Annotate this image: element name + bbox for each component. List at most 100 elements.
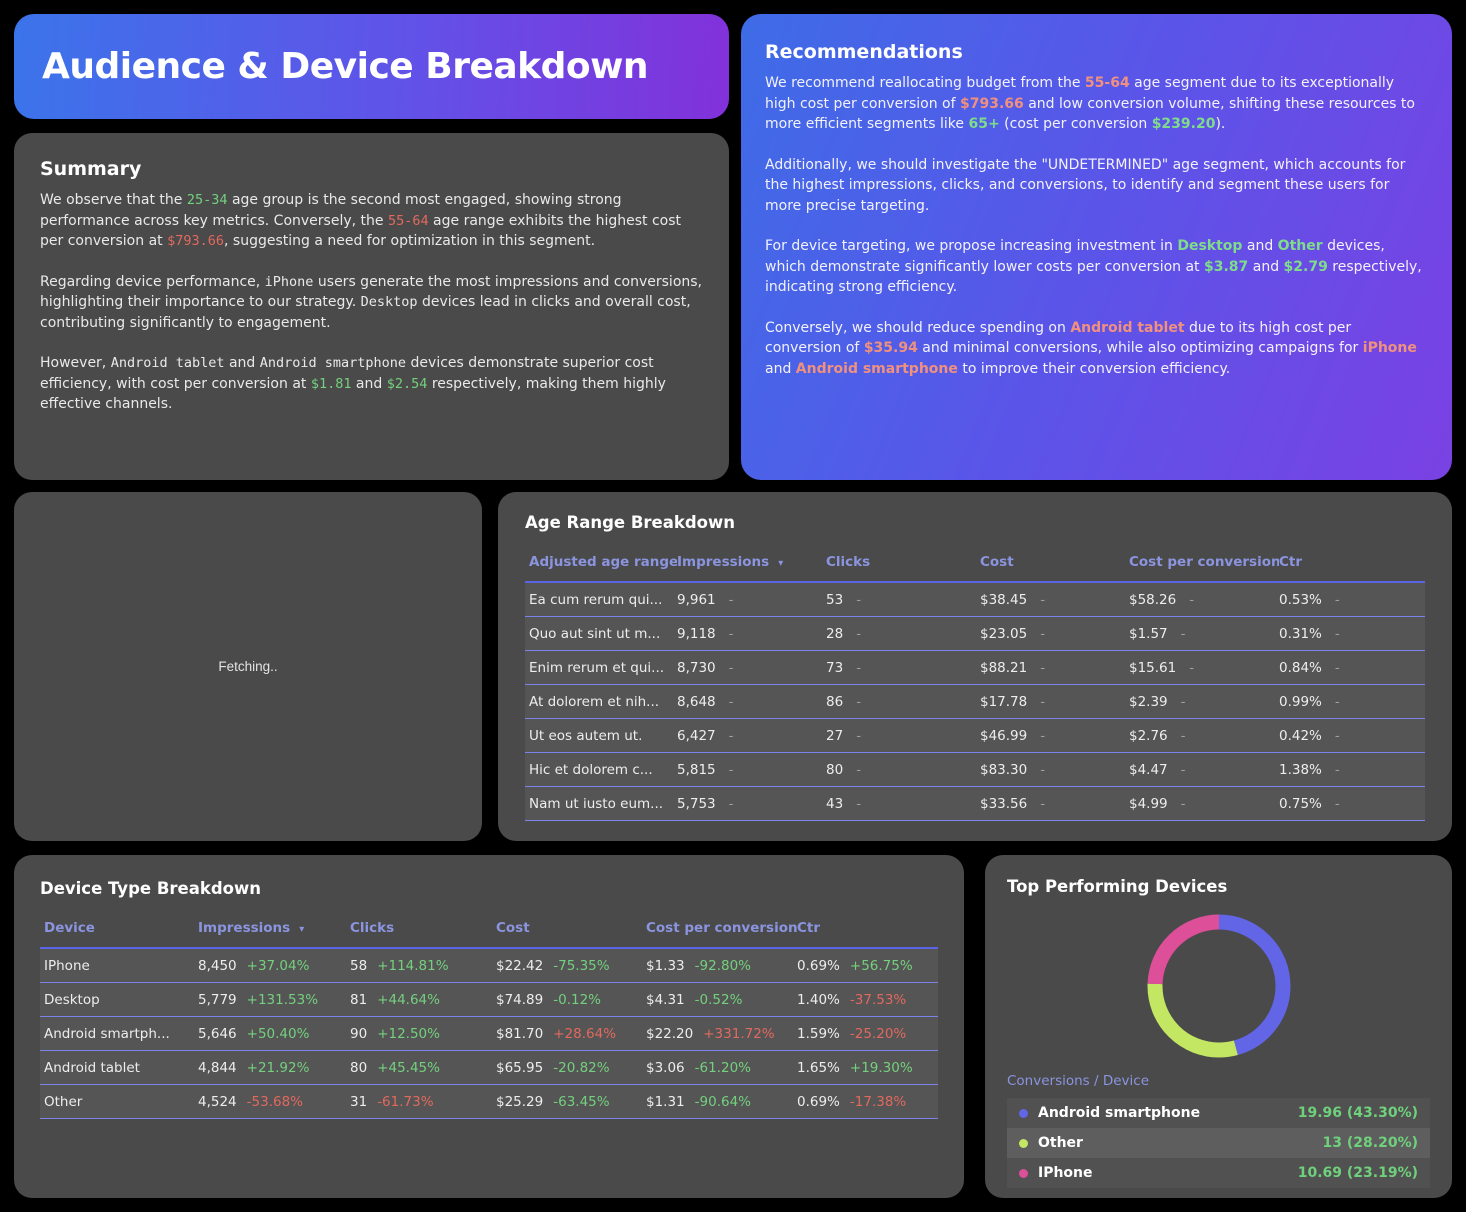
- table-row: Ut eos autem ut. 6,427-27- $46.99- $2.76-0.…: [525, 719, 1425, 753]
- metric-cell: $3.06 -61.20%: [646, 1060, 797, 1076]
- column-header-cost[interactable]: Cost: [496, 920, 646, 936]
- legend-color-dot: [1019, 1108, 1028, 1118]
- column-header-ctr[interactable]: Ctr: [797, 920, 938, 936]
- device-name-cell: Other: [44, 1093, 83, 1110]
- age-range-cell: Nam ut iusto eum...: [529, 795, 664, 812]
- metric-cell: $65.95 -20.82%: [496, 1060, 646, 1076]
- column-header-cost[interactable]: Cost: [980, 554, 1129, 570]
- table-row: Other 4,524 -53.68% 31 -61.73% $25.29 -63.45% $…: [40, 1085, 938, 1119]
- metric-delta-placeholder: -: [1040, 693, 1046, 710]
- metric-delta-placeholder: -: [1180, 727, 1186, 744]
- column-header-ctr[interactable]: Ctr: [1279, 554, 1425, 570]
- highlighted-value: 55-64: [387, 212, 429, 229]
- metric-value: $2.76: [1129, 727, 1168, 744]
- highlighted-value: 25-34: [186, 192, 228, 208]
- column-header-adjusted-age-range[interactable]: Adjusted age range: [525, 554, 677, 570]
- legend-item-other[interactable]: Other 13 (28.20%): [1007, 1128, 1430, 1158]
- metric-delta-placeholder: -: [728, 591, 734, 608]
- metric-change: -92.80%: [694, 957, 752, 974]
- metric-change: -0.52%: [694, 991, 743, 1008]
- metric-cell: $46.99-: [980, 728, 1129, 744]
- page-title: Audience & Device Breakdown: [42, 46, 649, 87]
- highlighted-value: 55-64: [1084, 75, 1130, 91]
- age-range-cell: At dolorem et nih...: [529, 693, 660, 710]
- metric-value: $58.26: [1129, 591, 1177, 608]
- paragraph: We recommend reallocating budget from th…: [765, 73, 1428, 135]
- table-row: Android smartph... 5,646 +50.40% 90 +12.50% $…: [40, 1017, 938, 1051]
- metric-change: -0.12%: [553, 991, 602, 1008]
- metric-change: -75.35%: [553, 957, 610, 974]
- metric-cell: $83.30-: [980, 762, 1129, 778]
- metric-delta-placeholder: -: [1040, 727, 1046, 744]
- metric-cell: 81 +44.64%: [350, 992, 496, 1008]
- metric-cell: 5,779 +131.53%: [198, 992, 350, 1008]
- text-run: Conversely, we should reduce spending on: [765, 319, 1071, 336]
- metric-cell: 73-: [826, 660, 980, 676]
- metric-value: 73: [826, 659, 844, 676]
- paragraph: For device targeting, we propose increas…: [765, 236, 1428, 298]
- metric-cell: 31 -61.73%: [350, 1094, 496, 1110]
- metric-cell: $25.29 -63.45%: [496, 1094, 646, 1110]
- metric-cell: 43-: [826, 796, 980, 812]
- metric-delta-placeholder: -: [728, 659, 734, 676]
- legend-label: Android smartphone: [1038, 1105, 1201, 1121]
- metric-value: $2.39: [1129, 693, 1168, 710]
- text-run: and: [351, 375, 387, 392]
- metric-cell: $38.45-: [980, 592, 1129, 608]
- text-run: Additionally, we should investigate the …: [765, 156, 1406, 214]
- text-run: and minimal conversions, while also opti…: [917, 340, 1363, 356]
- table-row: Ea cum rerum qui... 9,961-53- $38.45- $58.2…: [525, 583, 1425, 617]
- metric-cell: 0.69% +56.75%: [797, 958, 938, 974]
- highlighted-value: Android smartphone: [795, 360, 958, 377]
- metric-cell: $1.31 -90.64%: [646, 1094, 797, 1110]
- metric-change: -61.20%: [694, 1059, 752, 1076]
- highlighted-value: $1.81: [310, 375, 352, 392]
- metric-value: $83.30: [980, 761, 1028, 778]
- column-header-clicks[interactable]: Clicks: [826, 554, 980, 570]
- metric-cell: 90 +12.50%: [350, 1026, 496, 1042]
- column-header-device[interactable]: Device: [40, 920, 198, 936]
- text-run: and: [224, 355, 260, 371]
- paragraph: Conversely, we should reduce spending on…: [765, 318, 1428, 380]
- paragraph: We observe that the 25-34 age group is t…: [40, 190, 703, 252]
- legend-color-dot: [1019, 1168, 1028, 1178]
- donut-segment-iphone[interactable]: [1147, 914, 1290, 1058]
- text-run: respectively, making them highly effecti…: [40, 375, 666, 413]
- column-header-impressions[interactable]: Impressions ▾: [198, 920, 350, 936]
- metric-value: 1.65%: [797, 1059, 840, 1076]
- sort-descending-icon: ▾: [299, 924, 305, 935]
- column-header-cost-per-conversion[interactable]: Cost per conversion: [646, 920, 797, 936]
- summary-panel: Summary We observe that the 25-34 age gr…: [14, 133, 729, 480]
- column-header-cost-per-conversion[interactable]: Cost per conversion: [1129, 554, 1279, 570]
- metric-cell: 8,450 +37.04%: [198, 958, 350, 974]
- metric-value: 58: [350, 957, 368, 974]
- metric-value: 4,524: [198, 1093, 237, 1110]
- metric-cell: $1.57-: [1129, 626, 1279, 642]
- metric-delta-placeholder: -: [728, 625, 734, 642]
- column-header-label: Adjusted age range: [529, 554, 677, 570]
- summary-title: Summary: [40, 158, 142, 180]
- metric-value: 0.69%: [797, 1093, 840, 1110]
- metric-cell: 0.31% -: [1279, 626, 1425, 642]
- metric-cell: $4.31 -0.52%: [646, 992, 797, 1008]
- legend-item-android-smartphone[interactable]: Android smartphone 19.96 (43.30%): [1007, 1098, 1430, 1128]
- metric-cell: 58 +114.81%: [350, 958, 496, 974]
- metric-value: 80: [350, 1059, 368, 1076]
- column-header-impressions[interactable]: Impressions ▾: [677, 554, 826, 570]
- donut-legend-subtitle: Conversions / Device: [1007, 1073, 1150, 1089]
- metric-cell: 5,753-: [677, 796, 826, 812]
- metric-change: -17.38%: [849, 1093, 907, 1110]
- column-header-clicks[interactable]: Clicks: [350, 920, 496, 936]
- highlighted-value: $239.20: [1151, 116, 1216, 132]
- highlighted-value: Android tablet: [110, 355, 225, 371]
- metric-value: 9,118: [677, 625, 716, 642]
- metric-cell: 28-: [826, 626, 980, 642]
- donut-segment-other[interactable]: [1147, 914, 1290, 1058]
- metric-delta-placeholder: -: [856, 659, 862, 676]
- metric-value: $1.57: [1129, 625, 1168, 642]
- metric-value: $65.95: [496, 1059, 544, 1076]
- metric-cell: 5,646 +50.40%: [198, 1026, 350, 1042]
- metric-value: 0.31%: [1279, 625, 1322, 642]
- legend-item-iphone[interactable]: IPhone 10.69 (23.19%): [1007, 1158, 1430, 1188]
- metric-value: 5,779: [198, 991, 237, 1008]
